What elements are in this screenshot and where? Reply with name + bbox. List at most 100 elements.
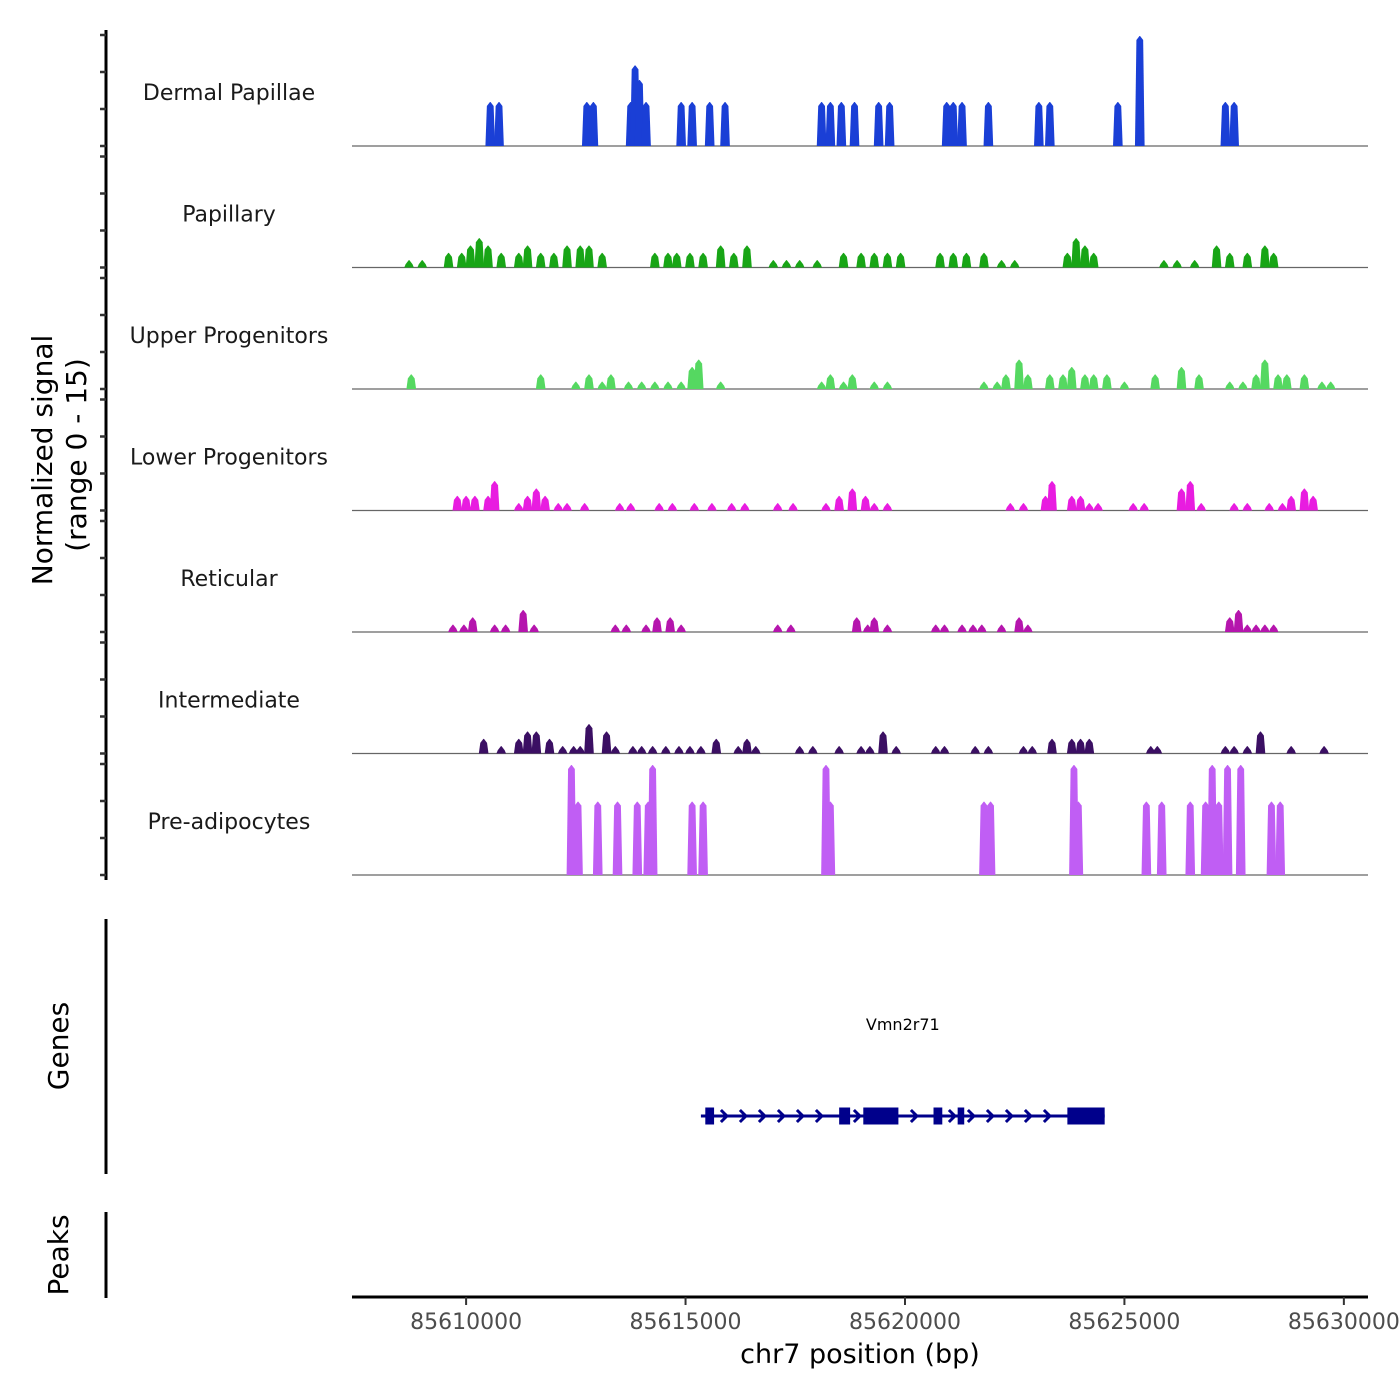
- signal-peak: [869, 617, 880, 632]
- signal-peak: [685, 252, 695, 268]
- signal-peak: [1196, 503, 1207, 511]
- signal-peak: [968, 624, 978, 632]
- signal-peak: [742, 245, 752, 268]
- signal-peak: [562, 503, 572, 511]
- signal-peak: [970, 746, 981, 754]
- signal-peak: [1066, 495, 1077, 511]
- signal-peak: [891, 746, 902, 754]
- signal-peak: [1255, 731, 1266, 754]
- signal-peak: [1018, 503, 1029, 511]
- signal-peak: [531, 731, 542, 754]
- gene-exon: [957, 1107, 965, 1125]
- signal-peak: [404, 260, 414, 268]
- strand-arrow-icon: [985, 1108, 996, 1124]
- signal-peak: [1185, 481, 1196, 511]
- signal-peak: [540, 495, 550, 511]
- y-axis-label-line2: (range 0 - 15): [60, 358, 93, 552]
- signal-peak: [1023, 624, 1033, 632]
- signal-peak: [1268, 252, 1279, 268]
- signal-peak: [825, 102, 836, 146]
- track-label: Intermediate: [158, 689, 300, 714]
- signal-peak: [696, 746, 706, 754]
- signal-peak: [535, 374, 546, 389]
- signal-peak: [641, 102, 651, 146]
- signal-peak: [654, 503, 665, 511]
- signal-peak: [1233, 610, 1244, 632]
- signal-peak: [1005, 503, 1016, 511]
- signal-peak: [768, 260, 779, 268]
- signal-peak: [1102, 374, 1112, 389]
- signal-peak: [720, 102, 730, 146]
- signal-peak: [1156, 801, 1167, 875]
- signal-peak: [856, 746, 866, 754]
- signal-peak: [1286, 746, 1297, 754]
- signal-peak: [772, 624, 783, 632]
- signal-peak: [742, 738, 752, 754]
- gene-vmn2r71[interactable]: Vmn2r71: [700, 1015, 1105, 1125]
- signal-peak: [531, 488, 542, 511]
- signal-peak: [406, 374, 417, 389]
- signal-peak: [1266, 801, 1277, 875]
- signal-peak: [588, 102, 599, 146]
- gene-exon: [863, 1107, 899, 1125]
- signal-peak: [649, 252, 660, 268]
- signal-peak: [707, 503, 717, 511]
- signal-peak: [983, 746, 994, 754]
- strand-arrow-icon: [947, 1108, 958, 1124]
- signal-peak: [961, 252, 972, 268]
- signal-peak: [996, 624, 1007, 632]
- signal-peak: [568, 746, 579, 754]
- signal-peak: [930, 624, 941, 632]
- signal-peak: [847, 374, 858, 389]
- signal-peak: [882, 252, 893, 268]
- signal-peak: [461, 495, 471, 511]
- signal-peak: [838, 252, 849, 268]
- y-axis-label-line1: Normalized signal: [26, 335, 59, 586]
- signal-peak: [1044, 374, 1055, 389]
- signal-peak: [636, 746, 647, 754]
- signal-peak: [522, 245, 533, 268]
- signal-peak: [513, 252, 524, 268]
- signal-peak: [584, 374, 594, 389]
- signal-peak: [1058, 374, 1068, 389]
- signal-peak: [1014, 359, 1024, 389]
- signal-peak: [1150, 374, 1160, 389]
- signal-peak: [1242, 746, 1253, 754]
- signal-peak: [834, 746, 844, 754]
- signal-peak: [417, 260, 428, 268]
- signal-peak: [935, 252, 945, 268]
- track-label: Upper Progenitors: [130, 324, 329, 349]
- track-pre-adipocytes: Pre-adipocytes: [148, 765, 1368, 876]
- signal-peak: [522, 731, 533, 754]
- signal-peak: [1260, 359, 1270, 389]
- signal-peak: [856, 252, 866, 268]
- signal-peak: [948, 102, 959, 146]
- signal-peak: [939, 746, 950, 754]
- signal-peak: [1145, 746, 1156, 754]
- signal-peak: [693, 359, 704, 389]
- signal-peak: [496, 746, 507, 754]
- signal-peak: [557, 746, 568, 754]
- signal-peak: [570, 381, 581, 389]
- signal-peak: [1027, 746, 1038, 754]
- track-reticular: Reticular: [180, 567, 1368, 633]
- signal-peak: [1018, 746, 1029, 754]
- signal-peak: [1066, 738, 1077, 754]
- signal-peak: [500, 624, 511, 632]
- coverage-tracks: Dermal Papillae Papillary Upper Progenitor…: [130, 36, 1368, 876]
- signal-peak: [1088, 252, 1099, 268]
- signal-peak: [772, 503, 783, 511]
- signal-peak: [584, 245, 594, 268]
- signal-peak: [882, 503, 893, 511]
- signal-peak: [1141, 801, 1152, 875]
- signal-peak: [1229, 746, 1239, 754]
- track-label: Lower Progenitors: [130, 446, 328, 471]
- signal-peak: [836, 102, 847, 146]
- x-tick-label: 85610000: [410, 1310, 522, 1335]
- signal-peak: [884, 102, 895, 146]
- signal-peak: [1229, 503, 1239, 511]
- signal-peak: [584, 724, 594, 754]
- signal-peak: [597, 381, 607, 389]
- coverage-y-ticks: [100, 33, 106, 877]
- x-tick-label: 85625000: [1068, 1310, 1180, 1335]
